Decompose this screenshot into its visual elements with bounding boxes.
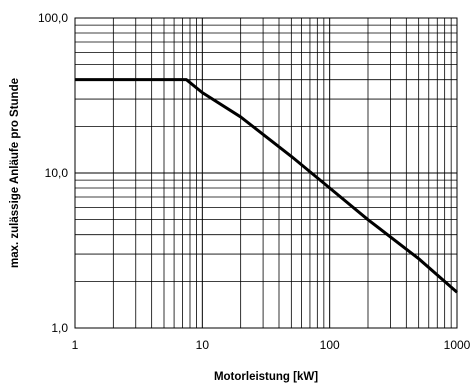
y-tick-labels: 1,0 10,0 100,0 xyxy=(38,11,68,335)
y-axis-title: max. zulässige Anläufe pro Stunde xyxy=(9,78,21,268)
x-tick-label: 10 xyxy=(196,338,210,352)
x-tick-label: 1 xyxy=(72,338,79,352)
x-tick-label: 100 xyxy=(320,338,340,352)
grid xyxy=(75,18,457,328)
series-line xyxy=(75,78,458,294)
y-tick-label: 10,0 xyxy=(45,166,69,180)
x-axis-title: Motorleistung [kW] xyxy=(214,371,318,383)
plot-frame xyxy=(74,17,458,329)
series-layer xyxy=(75,78,458,294)
x-tick-label: 1000 xyxy=(444,338,471,352)
x-tick-labels: 1 10 100 1000 xyxy=(72,338,471,352)
y-tick-label: 100,0 xyxy=(38,11,68,25)
y-tick-label: 1,0 xyxy=(51,321,68,335)
